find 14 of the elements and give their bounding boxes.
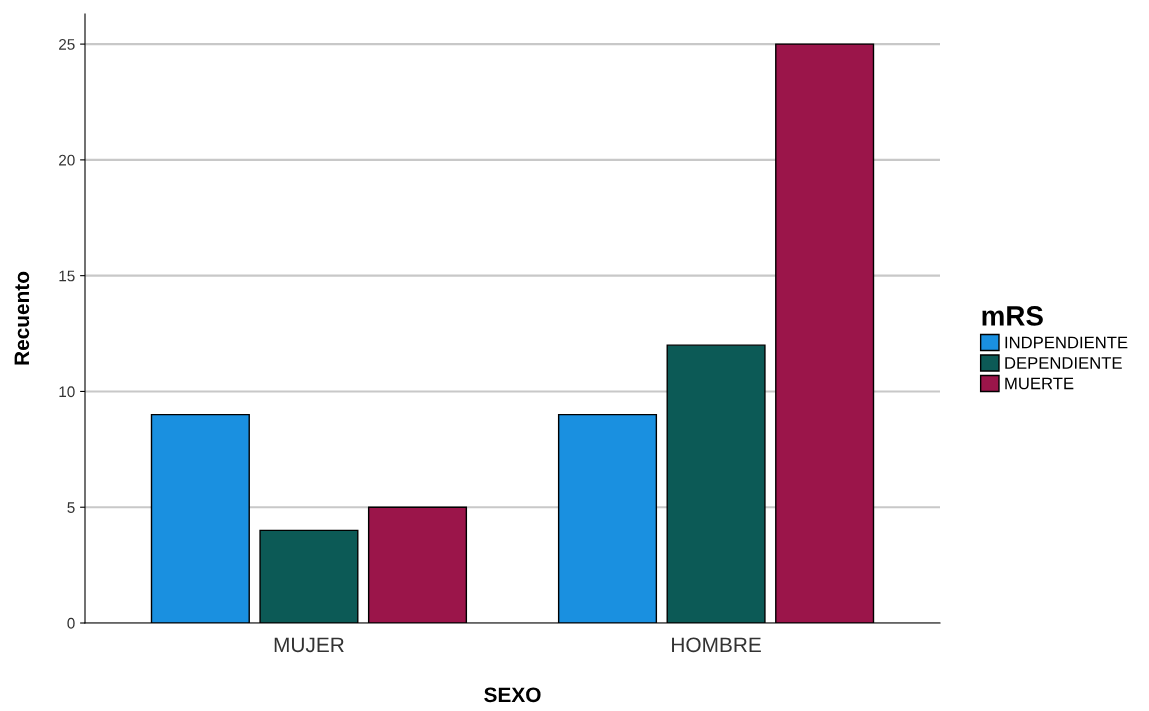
y-tick-label: 25 — [59, 38, 75, 50]
y-tick-label: 20 — [59, 154, 75, 166]
x-tick-label: MUJER — [274, 637, 344, 653]
y-tick-label: 10 — [59, 386, 75, 398]
x-tick-label: HOMBRE — [672, 637, 761, 653]
legend-label: DEPENDIENTE — [1005, 357, 1122, 369]
legend-title: mRS — [982, 306, 1043, 326]
legend-label: INDPENDIENTE — [1005, 336, 1128, 349]
y-tick-label: 5 — [67, 502, 75, 513]
y-axis-title: Recuento — [14, 271, 30, 365]
legend-label: MUERTE — [1005, 377, 1074, 390]
x-axis-title: SEXO — [484, 687, 541, 703]
y-tick-label: 0 — [67, 617, 75, 629]
y-tick-label: 15 — [59, 270, 75, 282]
